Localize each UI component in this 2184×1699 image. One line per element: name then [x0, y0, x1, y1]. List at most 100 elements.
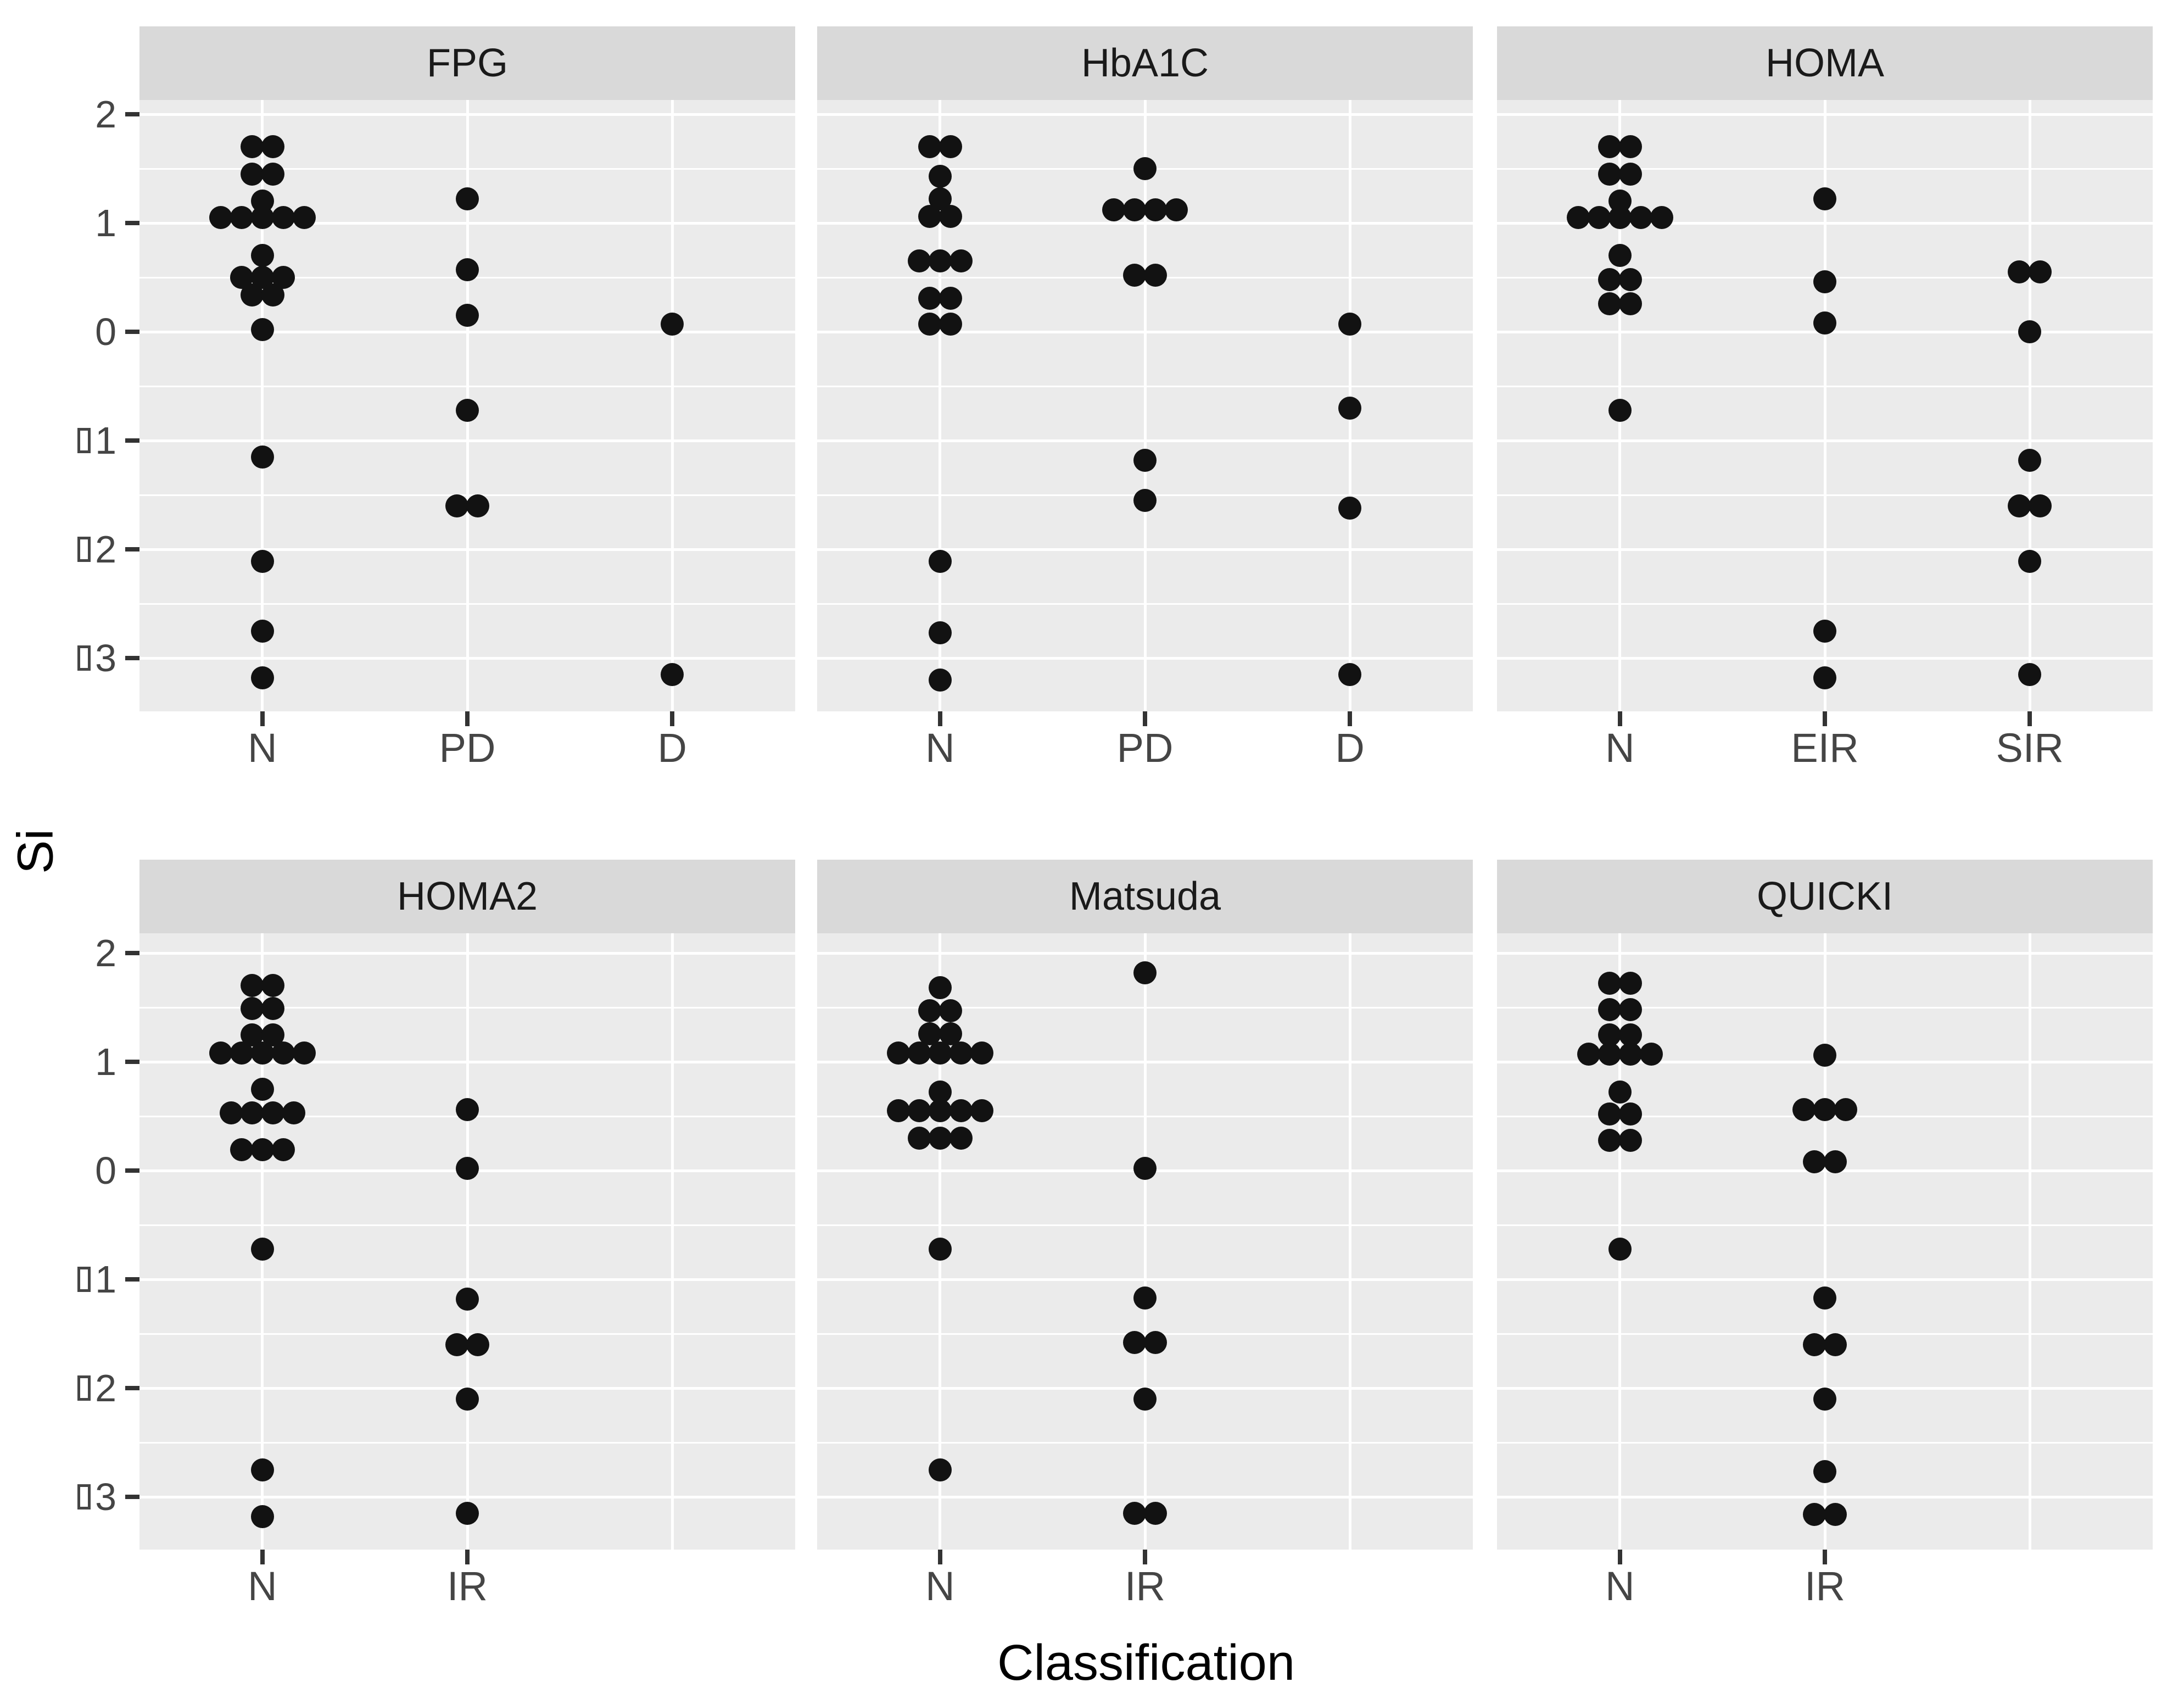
gridline-minor: [817, 603, 1473, 605]
gridline-minor: [817, 1006, 1473, 1009]
x-tick-label-N: N: [1605, 1563, 1635, 1609]
data-point: [2018, 549, 2042, 573]
data-point: [1618, 1128, 1642, 1152]
data-point: [928, 668, 952, 692]
facet-strip-QUICKI: QUICKI: [1497, 860, 2153, 933]
gridline-minor: [139, 385, 795, 387]
x-tick-label-PD: PD: [439, 725, 496, 771]
data-point: [928, 1099, 952, 1123]
data-point: [250, 666, 274, 689]
data-point: [970, 1099, 993, 1123]
y-tick-label: 0: [95, 1149, 116, 1192]
x-tick-mark: [1348, 711, 1353, 726]
gridline-vertical: [2028, 100, 2031, 711]
y-tick-mark: [125, 547, 139, 552]
y-tick-label: 1: [95, 202, 116, 244]
data-point: [907, 1126, 931, 1150]
data-point: [1597, 162, 1621, 186]
gridline-minor: [139, 603, 795, 605]
data-point: [1618, 135, 1642, 159]
y-tick-label: 1: [0, 416, 116, 465]
data-point: [456, 304, 479, 327]
data-point: [928, 1041, 952, 1065]
data-point: [907, 1041, 931, 1065]
x-tick-label-SIR: SIR: [1996, 725, 2064, 771]
data-point: [456, 1287, 479, 1311]
y-tick-mark: [125, 1495, 139, 1499]
data-point: [1813, 270, 1836, 293]
data-point: [1133, 1157, 1157, 1180]
data-point: [250, 318, 274, 342]
x-axis-title: Classification: [997, 1635, 1295, 1691]
missing-glyph-minus-box: [77, 1267, 91, 1292]
data-point: [1813, 666, 1836, 689]
gridline-major: [817, 330, 1473, 333]
y-axis-title: Si: [7, 829, 64, 874]
facet-panel-HOMA: [1497, 100, 2153, 711]
x-tick-label-IR: IR: [447, 1563, 488, 1609]
data-point: [2029, 494, 2052, 517]
x-tick-mark: [1617, 1550, 1622, 1564]
data-point: [466, 1333, 489, 1356]
facet-panel-FPG: [139, 100, 795, 711]
data-point: [240, 974, 264, 998]
data-point: [1813, 1387, 1836, 1411]
data-point: [1123, 1501, 1146, 1525]
y-tick-label: 2: [95, 932, 116, 974]
gridline-major: [1497, 1495, 2153, 1499]
gridline-vertical: [939, 100, 942, 711]
data-point: [1618, 292, 1642, 315]
gridline-major: [139, 548, 795, 551]
data-point: [456, 187, 479, 211]
data-point: [918, 135, 941, 159]
data-point: [230, 1041, 253, 1065]
data-point: [918, 313, 941, 336]
data-point: [250, 206, 274, 230]
data-point: [970, 1041, 993, 1065]
data-point: [1597, 268, 1621, 291]
y-tick-label: 3: [0, 1472, 116, 1522]
missing-glyph-minus-box: [77, 1484, 91, 1509]
data-point: [1144, 1330, 1167, 1354]
gridline-major: [1497, 439, 2153, 442]
y-tick-mark: [125, 438, 139, 443]
data-point: [1639, 1043, 1663, 1066]
data-point: [928, 976, 952, 1000]
data-point: [1618, 998, 1642, 1021]
data-point: [292, 206, 316, 230]
data-point: [261, 135, 284, 159]
data-point: [1803, 1502, 1826, 1526]
data-point: [2018, 448, 2042, 472]
gridline-major: [817, 951, 1473, 955]
x-tick-label-IR: IR: [1125, 1563, 1165, 1609]
data-point: [466, 494, 489, 517]
x-tick-label-N: N: [1605, 725, 1635, 771]
x-tick-mark: [937, 1550, 942, 1564]
missing-glyph-minus-box: [77, 537, 91, 562]
data-point: [1618, 1043, 1642, 1066]
data-point: [1123, 198, 1146, 222]
data-point: [250, 1237, 274, 1261]
data-point: [1338, 396, 1362, 420]
data-point: [661, 313, 684, 336]
data-point: [250, 1041, 274, 1065]
data-point: [456, 398, 479, 422]
data-point: [928, 1237, 952, 1261]
facet-title: HbA1C: [1081, 41, 1209, 85]
data-point: [1834, 1098, 1857, 1122]
data-point: [1597, 292, 1621, 315]
data-point: [456, 1157, 479, 1180]
data-point: [928, 249, 952, 273]
data-point: [1338, 313, 1362, 336]
facet-title: Matsuda: [1069, 874, 1221, 918]
data-point: [261, 996, 284, 1020]
x-tick-label-PD: PD: [1116, 725, 1174, 771]
x-tick-label-N: N: [925, 725, 955, 771]
data-point: [1133, 1387, 1157, 1411]
gridline-minor: [817, 1115, 1473, 1117]
facet-title: QUICKI: [1756, 874, 1893, 918]
data-point: [918, 286, 941, 310]
gridline-minor: [817, 1441, 1473, 1444]
data-point: [240, 996, 264, 1020]
